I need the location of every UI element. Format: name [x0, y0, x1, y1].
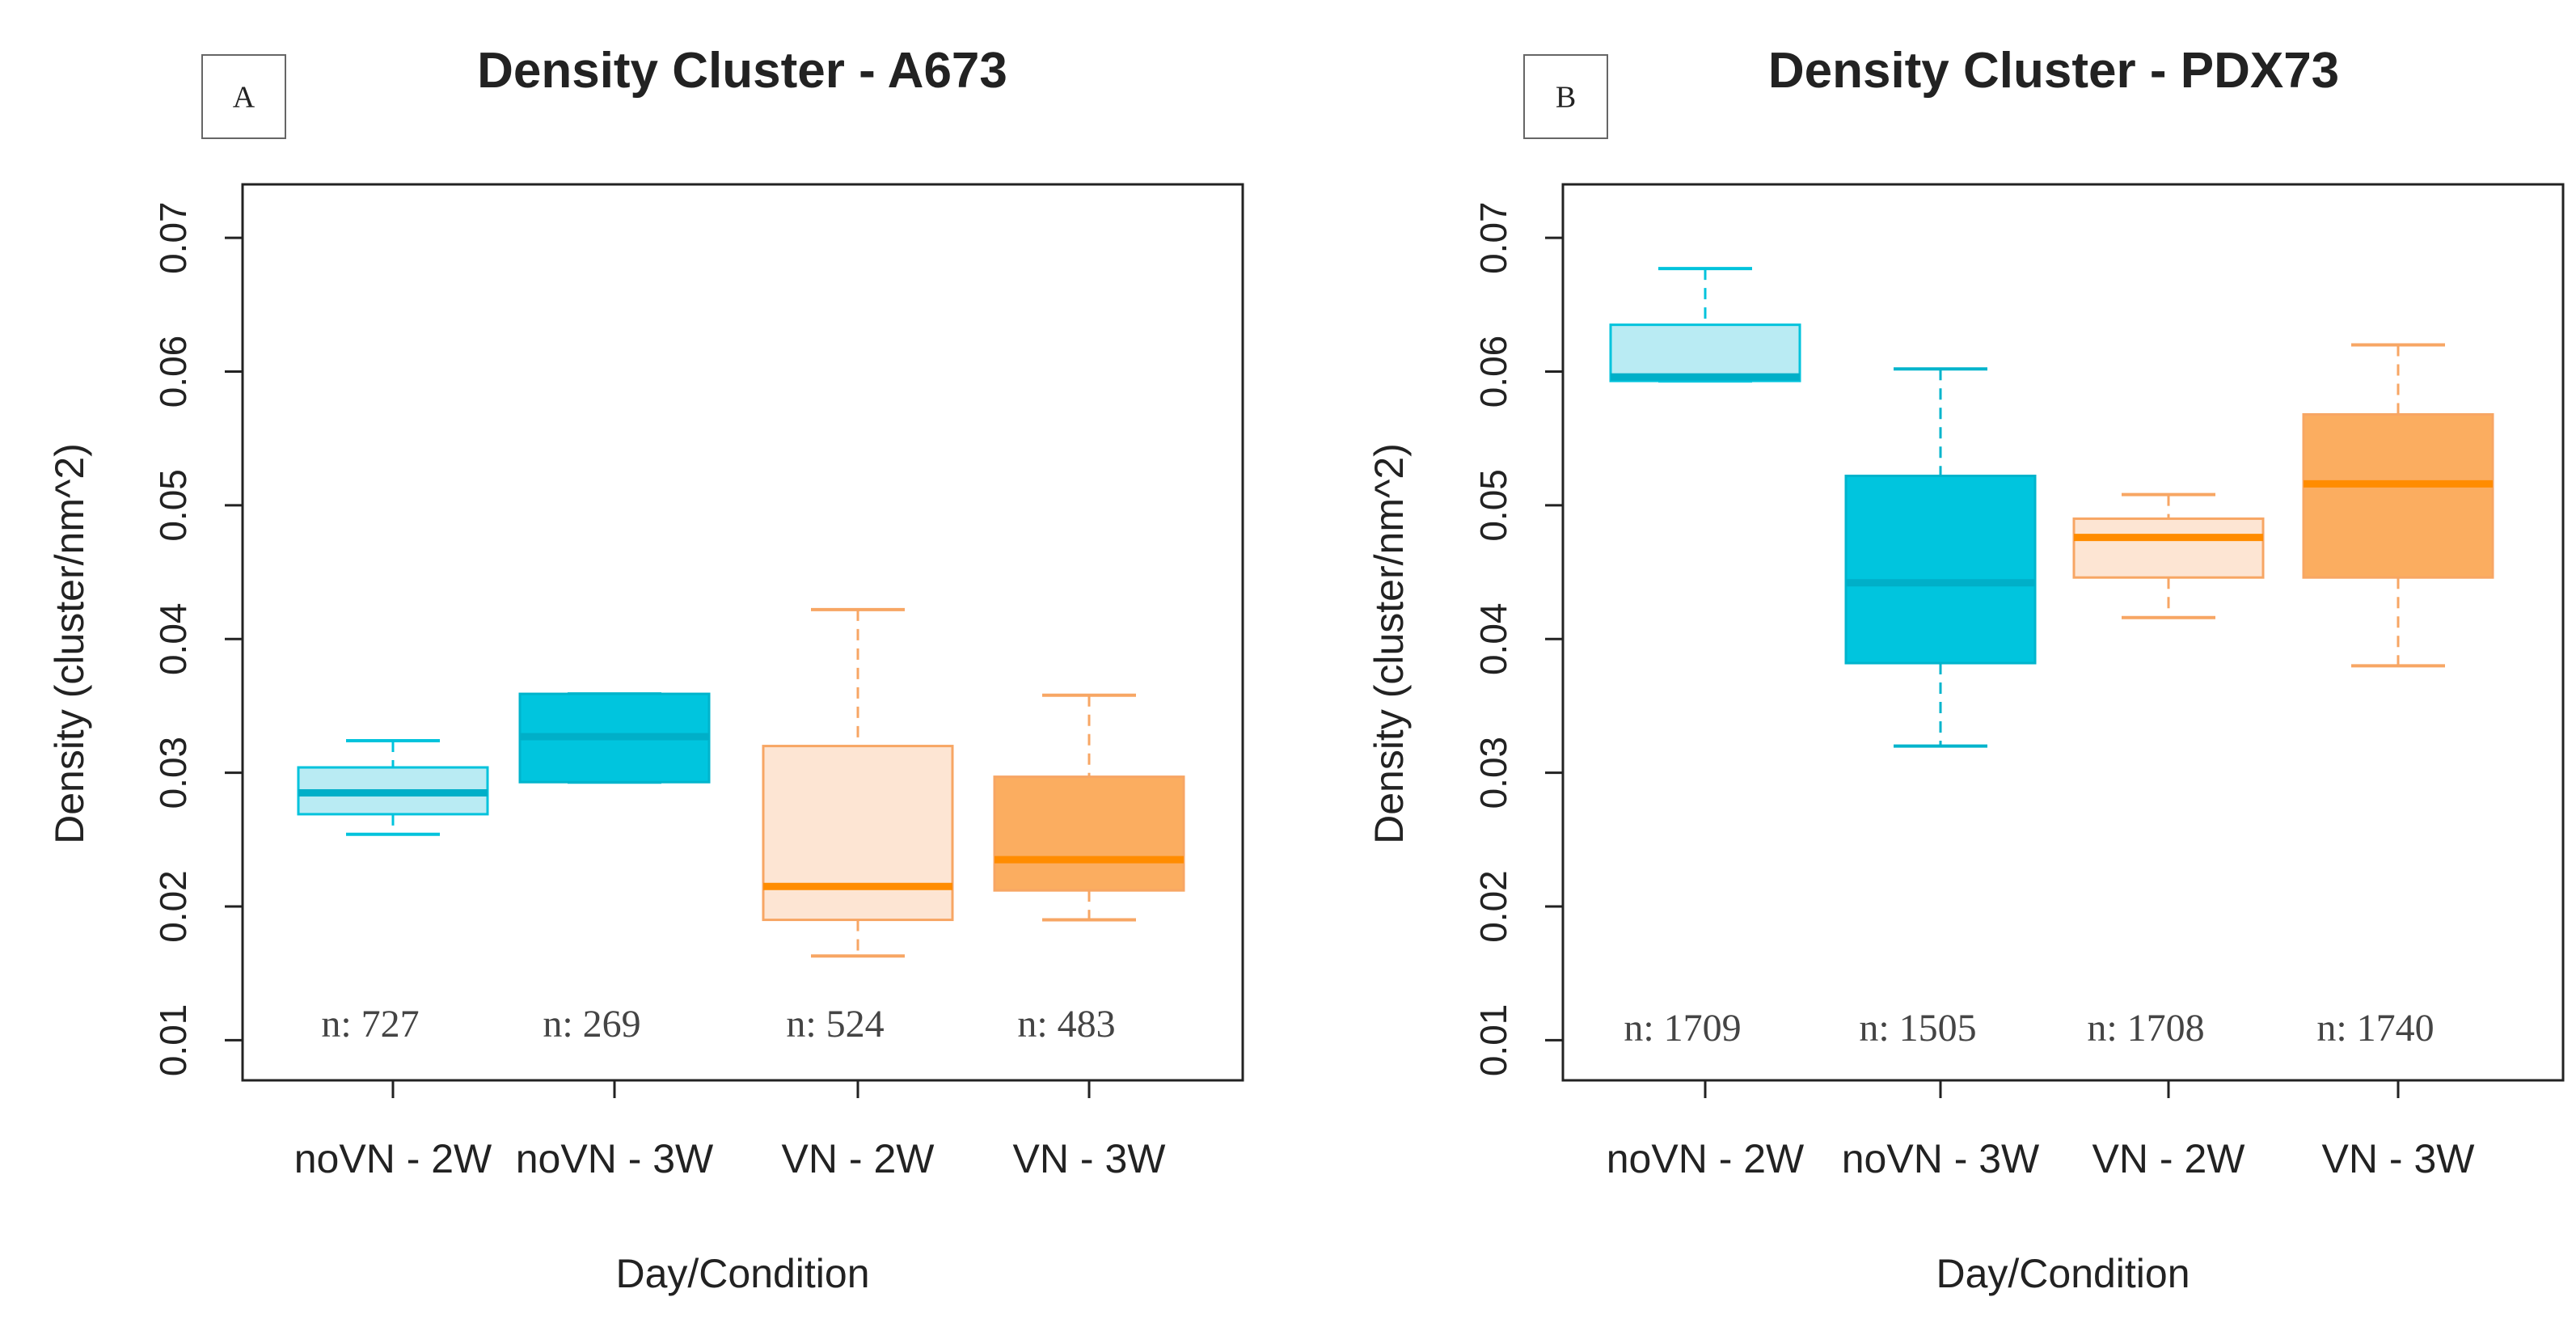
box-0: n: 727 noVN - 2W — [294, 738, 492, 1181]
box-2: n: 524 VN - 2W — [762, 607, 954, 1181]
box-3: n: 1740 VN - 3W — [2302, 343, 2494, 1181]
n-label: n: 483 — [1017, 1003, 1115, 1046]
box-1: n: 269 noVN - 3W — [516, 692, 714, 1181]
n-label: n: 1740 — [2316, 1007, 2434, 1050]
box-0: n: 1709 noVN - 2W — [1607, 267, 1805, 1181]
x-category-label: noVN - 3W — [516, 1136, 714, 1181]
n-label: n: 1709 — [1624, 1007, 1741, 1050]
x-category-label: VN - 3W — [1013, 1136, 1167, 1181]
y-tick-label: 0.05 — [1472, 469, 1514, 542]
y-axis-label: Density (cluster/nm^2) — [1366, 443, 1412, 844]
y-tick-label: 0.02 — [152, 870, 194, 943]
y-tick-label: 0.07 — [152, 201, 194, 274]
x-category-label: VN - 3W — [2322, 1136, 2476, 1181]
chart-panel-a: A Density Cluster - A673 0.01 0.02 0.03 0.04 0… — [47, 43, 1244, 1296]
y-tick-label: 0.04 — [152, 603, 194, 676]
box-1: n: 1505 noVN - 3W — [1842, 367, 2040, 1181]
x-category-label: noVN - 3W — [1842, 1136, 2040, 1181]
n-label: n: 524 — [786, 1003, 884, 1046]
n-label: n: 269 — [543, 1003, 640, 1046]
y-tick-label: 0.03 — [152, 737, 194, 809]
y-tick-label: 0.03 — [1472, 737, 1514, 809]
y-tick-label: 0.01 — [1472, 1004, 1514, 1077]
box-2: n: 1708 VN - 2W — [2072, 492, 2265, 1181]
box-iqr — [2072, 517, 2265, 579]
y-tick-label: 0.01 — [152, 1004, 194, 1077]
x-axis-label: Day/Condition — [615, 1251, 869, 1296]
box-iqr — [2302, 412, 2494, 579]
n-label: n: 727 — [321, 1003, 419, 1046]
n-label: n: 1708 — [2087, 1007, 2204, 1050]
x-category-label: VN - 2W — [782, 1136, 935, 1181]
panel-label-box — [201, 54, 286, 139]
y-tick-label: 0.02 — [1472, 870, 1514, 943]
y-axis-label: Density (cluster/nm^2) — [47, 443, 92, 844]
x-category-label: noVN - 2W — [294, 1136, 492, 1181]
chart-title: Density Cluster - A673 — [477, 43, 1007, 99]
chart-panel-b: B Density Cluster - PDX73 0.01 0.02 0.03 0.04… — [1366, 43, 2565, 1296]
x-category-label: noVN - 2W — [1607, 1136, 1805, 1181]
panel-label: B — [1556, 81, 1576, 115]
n-label: n: 1505 — [1859, 1007, 1976, 1050]
y-tick-label: 0.05 — [152, 469, 194, 542]
y-tick-label: 0.07 — [1472, 201, 1514, 274]
chart-title: Density Cluster - PDX73 — [1768, 43, 2339, 99]
box-iqr — [1844, 475, 2037, 665]
box-iqr — [993, 775, 1185, 892]
y-tick-label: 0.04 — [1472, 603, 1514, 676]
box-iqr — [1609, 323, 1801, 382]
panel-label-box — [1523, 54, 1608, 139]
x-axis-label: Day/Condition — [1936, 1251, 2190, 1296]
panel-label: A — [233, 81, 255, 115]
y-tick-label: 0.06 — [1472, 336, 1514, 408]
plot-frame — [1561, 183, 2565, 1082]
box-3: n: 483 VN - 3W — [993, 693, 1185, 1181]
x-category-label: VN - 2W — [2092, 1136, 2246, 1181]
plot-frame — [241, 183, 1244, 1082]
box-iqr — [762, 745, 954, 922]
y-tick-label: 0.06 — [152, 336, 194, 408]
